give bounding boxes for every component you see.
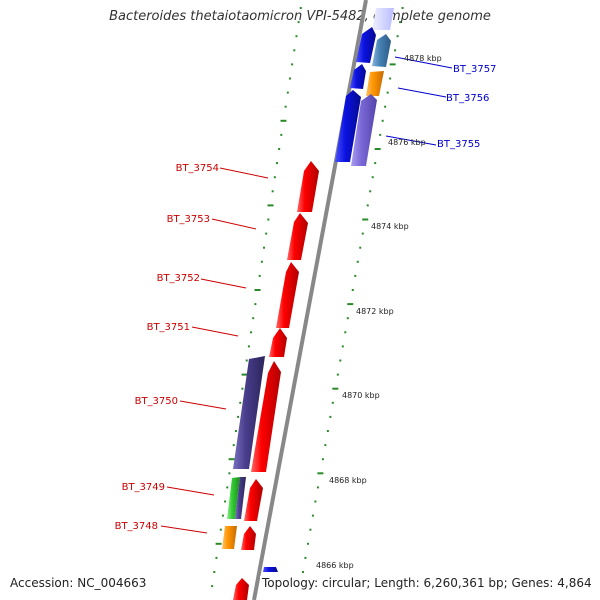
reverse-strand-features [222,161,319,600]
gene-leader-lines [160,56,453,534]
gene-label-reverse[interactable]: BT_3754 [176,163,219,174]
gene-label-reverse[interactable]: BT_3751 [147,322,190,333]
scale-label: 4878 kbp [404,54,442,63]
cds-feature[interactable] [251,361,281,472]
scale-label: 4866 kbp [316,561,354,570]
cds-feature[interactable] [297,161,319,212]
gene-label-forward[interactable]: BT_3755 [437,139,480,150]
cds-feature[interactable] [227,477,240,519]
cds-feature[interactable] [350,64,366,89]
cds-feature[interactable] [235,477,246,519]
topology-text: Topology: circular; Length: 6,260,361 bp… [260,576,594,590]
scale-label: 4874 kbp [371,222,409,231]
cds-feature[interactable] [269,328,287,357]
cds-feature[interactable] [335,90,361,162]
cds-feature[interactable] [233,578,249,600]
cds-feature[interactable] [372,34,391,67]
scale-label: 4876 kbp [388,138,426,147]
cds-feature[interactable] [276,262,299,328]
cds-feature[interactable] [351,94,377,166]
gene-label-reverse[interactable]: BT_3753 [167,214,210,225]
cds-feature[interactable] [372,8,394,30]
scale-label: 4870 kbp [342,391,380,400]
cds-feature[interactable] [244,479,263,521]
gene-label-reverse[interactable]: BT_3749 [122,482,165,493]
outer-tick-track [299,7,404,588]
inner-tick-track [211,7,302,588]
cds-feature[interactable] [366,71,384,96]
gene-label-reverse[interactable]: BT_3752 [157,273,200,284]
cds-feature[interactable] [287,213,308,260]
accession-text: Accession: NC_004663 [8,576,149,590]
cds-feature[interactable] [241,526,256,550]
cds-feature[interactable] [356,27,376,63]
cds-feature[interactable] [222,526,237,549]
scale-label: 4868 kbp [329,476,367,485]
scale-labels: 4878 kbp 4876 kbp 4874 kbp 4872 kbp 4870… [316,54,442,570]
gene-label-reverse[interactable]: BT_3750 [135,396,178,407]
gene-label-forward[interactable]: BT_3757 [453,64,496,75]
forward-strand-features [335,8,394,166]
map-title: Bacteroides thetaiotaomicron VPI-5482, c… [109,9,491,24]
gene-label-reverse[interactable]: BT_3748 [115,521,158,532]
gene-label-forward[interactable]: BT_3756 [446,93,489,104]
cds-feature[interactable] [263,567,278,572]
genome-backbone [252,0,368,600]
scale-label: 4872 kbp [356,307,394,316]
cds-feature[interactable] [233,356,265,469]
